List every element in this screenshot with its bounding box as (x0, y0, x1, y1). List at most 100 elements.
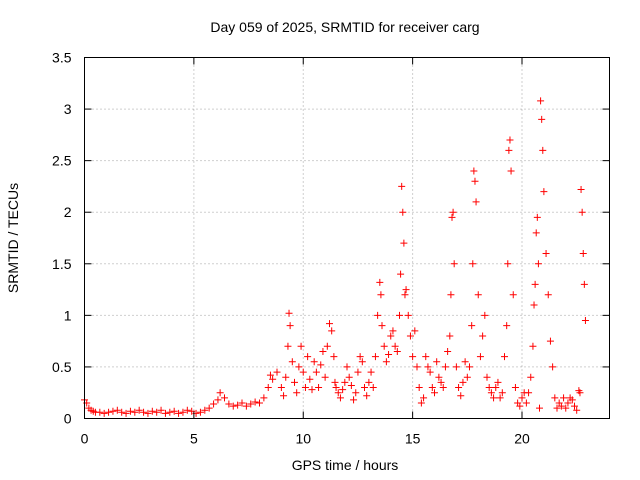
data-point (424, 363, 432, 371)
data-point (350, 396, 358, 404)
data-point (415, 384, 423, 392)
data-point (402, 286, 410, 294)
data-point (530, 301, 538, 309)
data-point (469, 260, 477, 268)
data-point (341, 378, 349, 386)
x-tick-label: 5 (190, 431, 198, 447)
data-point (221, 394, 228, 402)
x-tick-label: 0 (81, 431, 89, 447)
data-point (538, 115, 546, 123)
data-point (428, 384, 436, 392)
data-point (299, 368, 307, 376)
chart-title: Day 059 of 2025, SRMTID for receiver car… (210, 19, 479, 35)
data-point (472, 198, 480, 206)
data-point (503, 322, 511, 330)
data-point (334, 389, 342, 397)
data-point (439, 384, 447, 392)
data-point (536, 404, 543, 412)
data-point (328, 327, 336, 335)
data-point (312, 368, 320, 376)
y-tick-label: 0 (64, 411, 72, 427)
data-point (540, 188, 548, 196)
data-point (382, 358, 390, 366)
data-point (389, 327, 397, 335)
data-point (459, 378, 467, 386)
data-point (157, 406, 165, 414)
data-point (487, 389, 495, 397)
data-point (452, 363, 460, 371)
data-points (81, 97, 589, 417)
y-tick-label: 1 (64, 307, 72, 323)
data-point (264, 384, 272, 392)
data-point (433, 358, 441, 366)
data-point (560, 394, 568, 402)
data-point (479, 332, 487, 340)
data-point (546, 337, 554, 345)
data-point (377, 291, 385, 299)
x-axis-label: GPS time / hours (292, 457, 399, 473)
x-tick-label: 20 (514, 431, 530, 447)
data-point (376, 278, 384, 286)
data-point (481, 311, 489, 319)
data-point (522, 399, 530, 407)
data-point (251, 398, 259, 406)
data-point (435, 373, 443, 381)
data-point (343, 363, 351, 371)
data-point (144, 409, 152, 417)
data-point (179, 408, 187, 416)
data-point (301, 384, 309, 392)
data-point (542, 249, 550, 257)
data-point (534, 260, 542, 268)
y-tick-label: 2 (64, 204, 72, 220)
data-point (317, 361, 325, 369)
data-point (229, 402, 237, 410)
data-point (398, 182, 406, 190)
data-point (426, 368, 434, 376)
data-point (490, 394, 498, 402)
data-point (96, 408, 104, 416)
data-point (175, 409, 183, 417)
data-point (578, 208, 586, 216)
data-point (306, 375, 314, 383)
data-point (579, 249, 587, 257)
data-point (437, 378, 445, 386)
data-point (148, 407, 156, 415)
data-point (216, 389, 224, 397)
data-point (297, 342, 305, 350)
data-point (506, 136, 514, 144)
x-tick-labels: 0 5 10 15 20 (81, 431, 530, 447)
data-point (225, 400, 233, 408)
data-point (531, 280, 539, 288)
data-point (507, 167, 515, 175)
data-point (280, 392, 288, 400)
data-point (369, 384, 377, 392)
data-point (557, 402, 565, 410)
data-point (378, 322, 386, 330)
data-point (326, 320, 333, 328)
data-point (449, 208, 457, 216)
data-point (393, 347, 401, 355)
data-point (448, 213, 456, 221)
data-point (295, 363, 303, 371)
data-point (291, 378, 298, 386)
data-point (315, 384, 323, 392)
data-point (551, 394, 559, 402)
data-point (367, 368, 375, 376)
data-point (501, 353, 508, 361)
data-point (431, 389, 438, 397)
data-point (242, 402, 250, 410)
data-point (205, 404, 213, 412)
data-point (450, 260, 458, 268)
data-point (544, 291, 552, 299)
data-point (371, 353, 379, 361)
data-point (568, 396, 576, 404)
data-point (273, 368, 281, 376)
data-point (525, 389, 533, 397)
data-point (422, 353, 430, 361)
plot-frame (84, 57, 610, 419)
data-point (504, 260, 512, 268)
data-point (509, 291, 517, 299)
data-point (533, 213, 541, 221)
data-point (323, 342, 331, 350)
